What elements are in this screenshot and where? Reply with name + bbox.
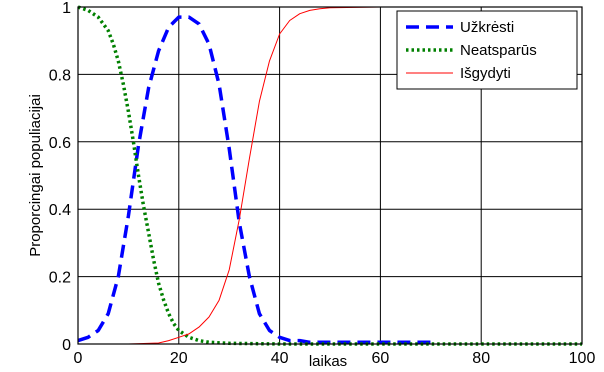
- legend-label-1: Neatsparūs: [460, 42, 537, 59]
- x-tick-label-2: 40: [271, 350, 289, 367]
- x-tick-label-0: 0: [74, 350, 83, 367]
- series-layer: [77, 5, 582, 346]
- x-tick-label-4: 80: [472, 350, 490, 367]
- x-axis-title: laikas: [309, 353, 347, 370]
- y-tick-label-2: 0.4: [49, 202, 71, 219]
- legend: Užkrėsti Neatsparūs Išgydyti: [396, 10, 578, 90]
- y-tick-label-3: 0.6: [49, 135, 71, 152]
- x-tick-label-1: 20: [170, 350, 188, 367]
- series-line-2: [78, 6, 582, 345]
- series-line-1: [77, 5, 582, 346]
- y-tick-label-0: 0: [62, 337, 71, 354]
- y-tick-label-4: 0.8: [49, 67, 71, 84]
- tick-labels: 0 20 40 60 80 100 0 0.2 0.4 0.6 0.8 1: [49, 0, 596, 367]
- series-line-0: [77, 15, 431, 345]
- x-tick-label-5: 100: [569, 350, 596, 367]
- y-axis-title: Proporcingai populiacijai: [27, 94, 44, 257]
- legend-box: [396, 10, 578, 90]
- legend-label-0: Užkrėsti: [460, 19, 514, 36]
- x-tick-label-3: 60: [372, 350, 390, 367]
- y-tick-label-5: 1: [62, 0, 71, 17]
- legend-label-2: Išgydyti: [460, 65, 511, 82]
- y-tick-label-1: 0.2: [49, 270, 71, 287]
- plot-frame: [77, 6, 583, 345]
